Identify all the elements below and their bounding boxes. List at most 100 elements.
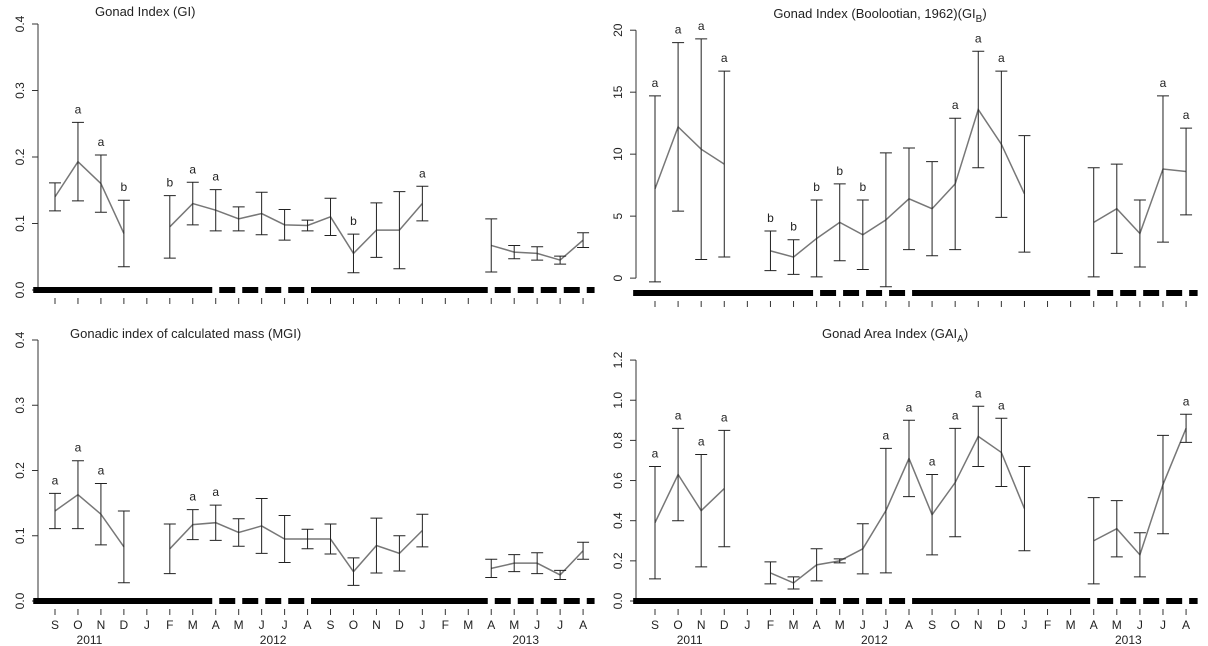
significance-letter: a (75, 441, 82, 455)
x-tick-label: J (1137, 618, 1143, 632)
x-tick-label: A (304, 618, 312, 632)
significance-letter: a (998, 51, 1005, 65)
error-bar (926, 474, 939, 556)
error-bar (972, 405, 985, 467)
year-label: 2012 (260, 633, 287, 646)
error-bar (949, 117, 962, 251)
panel-title: Gonad Index (GI) (95, 4, 195, 19)
error-bar (508, 554, 521, 573)
significance-letter: a (1183, 394, 1190, 408)
y-tick-label: 20 (611, 23, 625, 37)
error-bar (255, 191, 268, 236)
error-bar (370, 202, 383, 258)
error-bar (1110, 163, 1123, 254)
x-tick-label: J (860, 618, 866, 632)
y-tick-label: 1.0 (611, 392, 625, 409)
y-tick-label: 0 (611, 274, 625, 281)
significance-letter: a (883, 428, 890, 442)
y-tick-label: 0.4 (13, 15, 27, 32)
y-tick-label: 0.3 (13, 82, 27, 99)
significance-letter: a (1183, 108, 1190, 122)
x-tick-label: J (744, 618, 750, 632)
error-bar (810, 199, 823, 278)
x-tick-label: S (928, 618, 936, 632)
panel-title: Gonad Area Index (GAIA) (822, 326, 968, 345)
x-tick-label: J (144, 618, 150, 632)
error-bar (1018, 135, 1031, 253)
significance-letter: a (952, 98, 959, 112)
x-tick-label: J (557, 618, 563, 632)
significance-letter: a (675, 23, 682, 37)
error-bar (787, 576, 800, 590)
x-tick-label: J (282, 618, 288, 632)
x-tick-label: J (1021, 618, 1027, 632)
error-bar (416, 185, 429, 222)
significance-letter: a (721, 51, 728, 65)
y-tick-label: 0.0 (13, 281, 27, 298)
x-tick-label: A (813, 618, 821, 632)
error-bar (49, 182, 61, 212)
y-tick-label: 0.0 (13, 592, 27, 609)
year-label: 2012 (861, 633, 888, 646)
x-tick-label: D (395, 618, 404, 632)
x-tick-label: A (487, 618, 495, 632)
error-bar (995, 417, 1008, 488)
year-label: 2011 (677, 633, 703, 646)
x-tick-label: D (997, 618, 1006, 632)
x-tick-label: N (372, 618, 381, 632)
data-line (54, 160, 584, 261)
significance-letter: a (212, 170, 219, 184)
error-bar (324, 523, 337, 555)
x-tick-label: S (327, 618, 335, 632)
significance-letter: b (166, 176, 173, 190)
significance-letter: a (98, 135, 105, 149)
error-bar (1180, 127, 1193, 216)
significance-letter: b (813, 180, 820, 194)
error-bar (554, 569, 567, 580)
significance-letter: a (1160, 76, 1167, 90)
significance-letter: b (836, 164, 843, 178)
y-tick-label: 0.1 (13, 215, 27, 232)
error-bar (531, 552, 544, 575)
error-bar (186, 181, 199, 226)
significance-letter: b (350, 214, 357, 228)
error-bar (577, 541, 590, 560)
title-text: Gonadic index of calculated mass (MGI) (70, 326, 301, 341)
error-bar (856, 199, 869, 270)
significance-letter: a (652, 76, 659, 90)
error-bar (347, 233, 360, 274)
y-tick-label: 0.6 (611, 472, 625, 489)
error-bar (810, 548, 823, 582)
data-line (654, 107, 1187, 258)
x-tick-label: M (1112, 618, 1122, 632)
x-tick-label: N (697, 618, 706, 632)
significance-letter: a (952, 408, 959, 422)
x-tick-label: F (442, 618, 449, 632)
x-tick-label: A (1090, 618, 1098, 632)
error-bar (163, 195, 176, 259)
year-label: 2011 (77, 633, 103, 646)
error-bar (764, 561, 777, 585)
error-bar (485, 218, 498, 273)
error-bar (718, 70, 731, 258)
error-bar (1018, 465, 1031, 552)
error-bar (1133, 532, 1146, 578)
x-tick-label: A (579, 618, 587, 632)
error-bar (209, 189, 222, 232)
error-bar (94, 483, 107, 546)
error-bar (649, 95, 661, 283)
error-bar (1133, 199, 1146, 268)
error-bar (94, 154, 107, 213)
error-bar (1180, 413, 1193, 443)
x-tick-label: M (463, 618, 473, 632)
error-bar (508, 244, 521, 260)
x-tick-label: M (509, 618, 519, 632)
error-bar (833, 183, 846, 262)
x-tick-label: O (950, 618, 959, 632)
error-bar (902, 419, 915, 498)
error-bar (833, 558, 846, 564)
title-end: ) (982, 6, 986, 21)
y-tick-label: 0.2 (13, 462, 27, 479)
error-bar (695, 38, 708, 261)
panel-title: Gonadic index of calculated mass (MGI) (70, 326, 301, 341)
